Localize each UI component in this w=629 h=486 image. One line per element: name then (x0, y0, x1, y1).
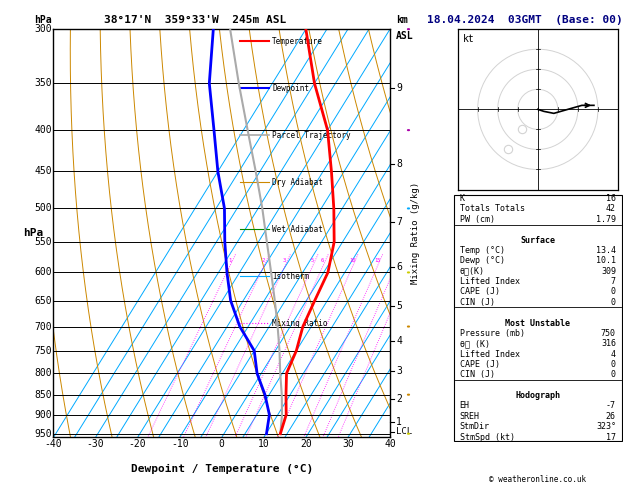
Text: 0: 0 (611, 287, 616, 296)
Text: 13.4: 13.4 (596, 246, 616, 255)
Text: © weatheronline.co.uk: © weatheronline.co.uk (489, 474, 586, 484)
Text: Mixing Ratio: Mixing Ratio (272, 319, 328, 328)
Text: 38°17'N  359°33'W  245m ASL: 38°17'N 359°33'W 245m ASL (104, 15, 286, 25)
Text: 10.1: 10.1 (596, 256, 616, 265)
Text: Lifted Index: Lifted Index (460, 349, 520, 359)
Text: -10: -10 (171, 439, 189, 450)
Text: Hodograph: Hodograph (515, 391, 560, 400)
Text: 0: 0 (611, 298, 616, 307)
Text: 6: 6 (321, 258, 325, 263)
Text: 40: 40 (384, 439, 396, 450)
Text: 2: 2 (262, 258, 265, 263)
Text: Dewpoint: Dewpoint (272, 84, 309, 93)
Text: Wet Adiabat: Wet Adiabat (272, 225, 323, 234)
Text: θᴇ(K): θᴇ(K) (460, 267, 485, 276)
Text: 700: 700 (34, 322, 52, 331)
Text: CIN (J): CIN (J) (460, 298, 494, 307)
Text: kt: kt (462, 34, 474, 44)
Text: 18.04.2024  03GMT  (Base: 00): 18.04.2024 03GMT (Base: 00) (427, 15, 623, 25)
Text: Temp (°C): Temp (°C) (460, 246, 504, 255)
Text: 600: 600 (34, 267, 52, 278)
Text: Lifted Index: Lifted Index (460, 277, 520, 286)
Text: 16: 16 (606, 194, 616, 203)
Text: 30: 30 (342, 439, 353, 450)
Text: 17: 17 (606, 433, 616, 442)
Text: 4: 4 (611, 349, 616, 359)
Text: 0: 0 (611, 370, 616, 380)
Text: 323°: 323° (596, 422, 616, 431)
Text: Isotherm: Isotherm (272, 272, 309, 280)
Text: 2: 2 (396, 394, 402, 404)
Text: 3: 3 (396, 366, 402, 376)
Text: StmSpd (kt): StmSpd (kt) (460, 433, 515, 442)
Text: 316: 316 (601, 339, 616, 348)
Text: 15: 15 (374, 258, 381, 263)
Text: 1.79: 1.79 (596, 215, 616, 224)
Text: PW (cm): PW (cm) (460, 215, 494, 224)
Text: 42: 42 (606, 205, 616, 213)
Text: 0: 0 (219, 439, 225, 450)
Text: Dewp (°C): Dewp (°C) (460, 256, 504, 265)
Text: 8: 8 (396, 158, 402, 169)
Text: Pressure (mb): Pressure (mb) (460, 329, 525, 338)
Text: hPa: hPa (23, 228, 43, 238)
Text: 750: 750 (601, 329, 616, 338)
Text: 5: 5 (396, 301, 402, 311)
Text: -30: -30 (87, 439, 104, 450)
Text: 10: 10 (258, 439, 270, 450)
Text: 900: 900 (34, 410, 52, 420)
Text: ASL: ASL (396, 32, 414, 41)
Text: θᴇ (K): θᴇ (K) (460, 339, 489, 348)
Text: Dry Adiabat: Dry Adiabat (272, 178, 323, 187)
Text: 350: 350 (34, 78, 52, 88)
Text: StmDir: StmDir (460, 422, 489, 431)
Text: CAPE (J): CAPE (J) (460, 287, 499, 296)
Text: 650: 650 (34, 295, 52, 306)
Text: 6: 6 (396, 261, 402, 272)
Text: 450: 450 (34, 167, 52, 176)
Text: 300: 300 (34, 24, 52, 34)
Text: 850: 850 (34, 390, 52, 399)
Text: Surface: Surface (520, 236, 555, 244)
Text: 500: 500 (34, 204, 52, 213)
Text: 1: 1 (396, 417, 402, 428)
Text: Parcel Trajectory: Parcel Trajectory (272, 131, 351, 140)
Text: CIN (J): CIN (J) (460, 370, 494, 380)
Text: 20: 20 (300, 439, 312, 450)
Text: km: km (396, 15, 408, 25)
Text: LCL: LCL (396, 427, 412, 436)
Text: 3: 3 (283, 258, 286, 263)
Text: -7: -7 (606, 401, 616, 411)
Text: Dewpoint / Temperature (°C): Dewpoint / Temperature (°C) (131, 464, 313, 474)
Text: 7: 7 (611, 277, 616, 286)
Text: 309: 309 (601, 267, 616, 276)
Text: 950: 950 (34, 429, 52, 439)
Text: 0: 0 (611, 360, 616, 369)
Text: 550: 550 (34, 237, 52, 247)
Text: K: K (460, 194, 465, 203)
Text: 800: 800 (34, 368, 52, 379)
Text: -20: -20 (129, 439, 147, 450)
Text: EH: EH (460, 401, 470, 411)
Text: -40: -40 (45, 439, 62, 450)
Text: Mixing Ratio (g/kg): Mixing Ratio (g/kg) (411, 182, 420, 284)
Text: Temperature: Temperature (272, 37, 323, 46)
Text: Totals Totals: Totals Totals (460, 205, 525, 213)
Text: 4: 4 (396, 336, 402, 346)
Text: 7: 7 (396, 217, 402, 227)
Text: SREH: SREH (460, 412, 480, 421)
Text: 750: 750 (34, 346, 52, 356)
Text: Most Unstable: Most Unstable (505, 318, 571, 328)
Text: CAPE (J): CAPE (J) (460, 360, 499, 369)
Text: hPa: hPa (34, 15, 52, 25)
Text: 5: 5 (311, 258, 314, 263)
Text: 10: 10 (349, 258, 356, 263)
Text: 1: 1 (228, 258, 231, 263)
Text: 26: 26 (606, 412, 616, 421)
Text: 400: 400 (34, 125, 52, 135)
Text: 9: 9 (396, 83, 402, 93)
